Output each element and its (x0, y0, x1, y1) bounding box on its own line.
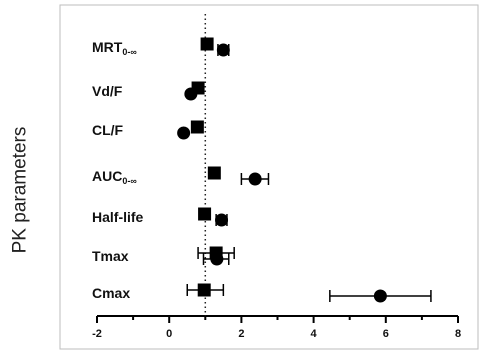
circle-marker (248, 172, 262, 186)
square-marker (190, 120, 204, 134)
circle-marker (215, 213, 229, 227)
x-tick-label: 6 (383, 328, 389, 340)
data-marks (177, 37, 432, 303)
parameter-labels: MRT0-∞ Vd/F CL/F AUC0-∞ Half-life Tmax Cmax (92, 39, 144, 301)
square-marker (207, 166, 221, 180)
parameter-label: MRT0-∞ (92, 39, 137, 57)
x-tick-label: 2 (238, 328, 244, 340)
plot-frame (59, 4, 479, 350)
plot-border (59, 4, 479, 350)
parameter-label: CL/F (92, 122, 124, 138)
circle-marker (184, 87, 198, 101)
circle-marker (210, 252, 224, 266)
x-tick-label: 4 (311, 328, 318, 340)
parameter-label: Half-life (92, 209, 144, 225)
x-tick-label: 0 (166, 328, 172, 340)
square-marker (197, 283, 211, 297)
x-axis: -2 0 2 4 6 8 (92, 315, 461, 340)
x-tick-label: -2 (92, 328, 102, 340)
square-marker (198, 207, 212, 221)
parameter-label: Vd/F (92, 83, 123, 99)
x-tick-label: 8 (455, 328, 461, 340)
parameter-label: AUC0-∞ (92, 168, 137, 186)
circle-marker (177, 126, 191, 140)
square-marker (200, 37, 214, 51)
parameter-label: Tmax (92, 248, 129, 264)
parameter-label: Cmax (92, 285, 130, 301)
circle-marker (373, 289, 387, 303)
circle-marker (216, 43, 230, 57)
